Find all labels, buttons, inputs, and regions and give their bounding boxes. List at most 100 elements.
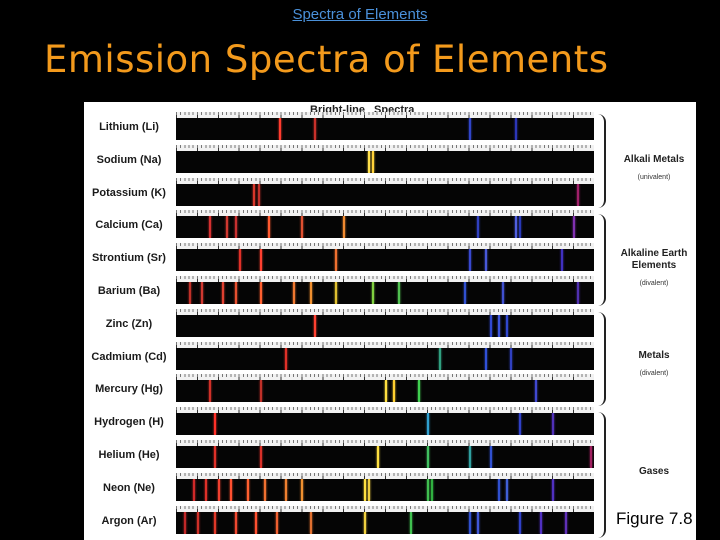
element-label: Potassium (K) <box>92 186 166 199</box>
emission-line <box>284 478 287 501</box>
emission-line <box>234 511 237 534</box>
element-label: Cadmium (Cd) <box>91 350 167 363</box>
spectra-of-elements-link[interactable]: Spectra of Elements <box>292 6 428 23</box>
wavelength-ruler <box>176 112 594 118</box>
emission-line <box>476 216 479 239</box>
emission-line <box>468 118 471 140</box>
group-sub-alkaline-earth: (divalent) <box>639 280 669 287</box>
wavelength-ruler <box>176 505 594 512</box>
spectrum-strip <box>176 314 594 337</box>
emission-line <box>313 118 316 140</box>
emission-line <box>184 511 187 534</box>
emission-line <box>278 118 281 140</box>
spectrum-strip <box>176 282 594 304</box>
emission-line <box>535 380 538 403</box>
emission-line <box>439 347 442 370</box>
emission-line <box>539 511 542 534</box>
element-label: Calcium (Ca) <box>95 219 163 232</box>
wavelength-ruler <box>176 308 594 315</box>
emission-line <box>552 478 555 501</box>
element-label: Helium (He) <box>98 449 160 461</box>
emission-line <box>209 216 212 239</box>
emission-line <box>464 282 467 304</box>
emission-line <box>489 314 492 337</box>
emission-line <box>364 478 367 501</box>
emission-line <box>209 380 212 403</box>
emission-line <box>234 282 237 304</box>
emission-line <box>518 413 521 436</box>
emission-line <box>213 511 216 534</box>
brace-alkali <box>598 114 606 208</box>
wavelength-ruler <box>176 472 594 479</box>
emission-line <box>368 150 371 173</box>
emission-line <box>426 446 429 468</box>
spectrum-strip <box>176 118 594 140</box>
emission-line <box>410 511 413 534</box>
emission-line <box>196 511 199 534</box>
spectra-figure: Bright-line Spectra Lithium (Li) Sodium (… <box>84 102 696 540</box>
emission-line <box>506 478 509 501</box>
element-label: Hydrogen (H) <box>94 416 164 429</box>
element-label: Lithium (Li) <box>99 121 159 133</box>
brace-gases <box>598 412 606 538</box>
wavelength-ruler <box>176 144 594 151</box>
emission-line <box>376 446 379 468</box>
spectrum-strip <box>176 446 594 468</box>
group-label-alkaline-earth: Alkaline Earth Elements <box>620 248 688 271</box>
emission-line <box>226 216 229 239</box>
emission-line <box>485 249 488 272</box>
emission-line <box>468 249 471 272</box>
emission-line <box>364 511 367 534</box>
spectrum-strip <box>176 511 594 534</box>
emission-line <box>468 511 471 534</box>
emission-line <box>201 282 204 304</box>
emission-line <box>259 282 262 304</box>
brace-alkaline-earth <box>598 214 606 306</box>
emission-line <box>518 511 521 534</box>
emission-line <box>188 282 191 304</box>
emission-line <box>485 347 488 370</box>
spectrum-strip <box>176 347 594 370</box>
element-label: Strontium (Sr) <box>92 252 166 265</box>
emission-line <box>309 282 312 304</box>
emission-line <box>385 380 387 403</box>
figure-caption: Figure 7.8 <box>614 509 695 529</box>
wavelength-ruler <box>176 407 594 414</box>
emission-line <box>343 216 346 239</box>
emission-line <box>497 478 500 501</box>
emission-line <box>259 249 262 272</box>
emission-line <box>313 314 316 337</box>
wavelength-ruler <box>176 276 594 282</box>
emission-line <box>259 380 262 403</box>
emission-line <box>309 511 312 534</box>
element-label: Zinc (Zn) <box>105 317 153 330</box>
group-label-alkali: Alkali Metals <box>623 154 685 165</box>
emission-line <box>589 446 592 468</box>
group-label-metals: Metals <box>638 350 670 361</box>
emission-line <box>230 478 233 501</box>
emission-line <box>238 249 241 272</box>
emission-line <box>255 511 258 534</box>
emission-line <box>552 413 555 436</box>
emission-line <box>213 413 216 436</box>
emission-line <box>276 511 279 534</box>
emission-line <box>518 216 521 239</box>
emission-line <box>301 216 304 239</box>
emission-line <box>506 314 509 337</box>
emission-line <box>267 216 270 239</box>
emission-line <box>334 249 337 272</box>
emission-line <box>430 478 433 501</box>
emission-line <box>334 282 337 304</box>
wavelength-ruler <box>176 440 594 446</box>
wavelength-ruler <box>176 177 594 184</box>
emission-line <box>234 216 237 239</box>
element-label: Barium (Ba) <box>97 285 161 297</box>
emission-line <box>247 478 250 501</box>
spectrum-strip <box>176 478 594 501</box>
group-sub-metals: (divalent) <box>639 370 669 377</box>
emission-line <box>217 478 220 501</box>
spectrum-strip <box>176 150 594 173</box>
group-label-gases: Gases <box>638 466 670 477</box>
spectrum-strip <box>176 249 594 272</box>
emission-line <box>468 446 471 468</box>
